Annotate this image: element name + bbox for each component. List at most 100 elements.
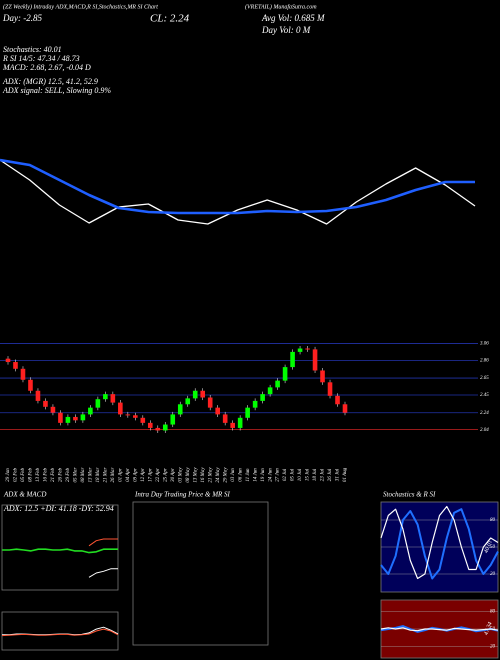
candle-body (297, 348, 303, 352)
candle-body (342, 404, 348, 413)
x-tick-label: 12 Apr (141, 468, 146, 482)
candle-body (35, 390, 41, 401)
indicator-line (380, 505, 499, 580)
x-tick-label: 01 Apr (118, 468, 123, 482)
candle-body (118, 402, 123, 415)
candle-body (73, 416, 78, 421)
x-tick-label: 22 Apr (156, 468, 161, 482)
indicator-line (380, 627, 499, 632)
x-tick-label: 04 Apr (126, 468, 131, 482)
x-tick-label: 14 Jun (253, 468, 258, 482)
x-tick-label: 15 Jul (306, 468, 311, 481)
x-tick-label: 13 Feb (36, 467, 41, 482)
x-tick-label: 05 Jul (291, 468, 296, 481)
candle-body (95, 399, 101, 408)
panel (132, 501, 269, 646)
candle-body (50, 406, 56, 413)
candle-body (170, 414, 176, 425)
x-tick-label: 21 May (208, 467, 213, 483)
y-tick-label: 80 (490, 610, 496, 615)
indicator-text: ADX: (MGR) 12.5, 41.2, 52.9 (2, 77, 98, 86)
x-tick-label: 29 Feb (66, 467, 71, 482)
candle-body (275, 380, 280, 388)
x-tick-label: 11 Jun (246, 468, 251, 482)
x-tick-label: 26 Jul (328, 468, 333, 481)
y-tick-label: 80 (490, 518, 496, 523)
x-tick-label: 25 Apr (163, 468, 168, 482)
candle-body (312, 349, 318, 371)
candle-body (245, 407, 250, 418)
x-tick-label: 08 Mar (81, 468, 86, 483)
x-tick-label: 30 Apr (171, 468, 176, 482)
header-day-vol: Day Vol: 0 M (261, 25, 311, 35)
x-tick-label: 24 May (216, 467, 221, 483)
candle-body (65, 416, 71, 423)
candle-body (20, 368, 26, 380)
indicator-text: R SI 14/5: 47.34 / 48.73 (2, 54, 80, 63)
y-tick-label: 20 (490, 645, 496, 650)
candle-body (185, 398, 191, 405)
y-tick-label: 2.24 (480, 411, 489, 416)
header-title: (ZZ Weekly) Intraday ADX,MACD,R SI,Stoch… (3, 3, 158, 10)
candle-body (327, 382, 333, 396)
candle-body (230, 422, 235, 428)
x-tick-label: 19 Jun (261, 468, 266, 482)
x-tick-label: 21 Feb (51, 467, 56, 482)
x-tick-label: 02 Jul (283, 468, 288, 481)
candle-body (215, 407, 220, 415)
x-tick-label: 26 Feb (59, 467, 64, 482)
indicator-line (88, 568, 118, 578)
candle-body (282, 367, 288, 381)
panel-title: Stochastics & R SI (383, 491, 436, 499)
indicator-text: ADX signal: SELL, Slowing 0.9% (2, 86, 111, 95)
indicator-line (380, 508, 499, 580)
candle-body (125, 414, 131, 416)
indicator-line (1, 628, 119, 637)
candle-body (28, 379, 33, 391)
header-avg-vol: Avg Vol: 0.685 M (261, 13, 325, 23)
y-tick-label: 2.45 (480, 393, 489, 398)
candle-body (155, 427, 161, 431)
candle-body (103, 394, 108, 400)
x-tick-label: 17 Apr (148, 468, 153, 482)
x-tick-label: 23 Jul (321, 468, 326, 481)
x-tick-label: 05 Mar (74, 468, 79, 483)
candle-body (305, 348, 310, 350)
x-tick-label: 03 May (178, 467, 183, 483)
candle-body (260, 394, 265, 401)
candle-body (43, 400, 48, 407)
x-tick-label: 09 Apr (133, 468, 138, 482)
x-tick-label: 18 Mar (96, 468, 101, 483)
candle-body (110, 394, 116, 403)
x-tick-label: 01 Aug (343, 467, 348, 482)
x-tick-label: 10 Jul (298, 468, 303, 481)
y-tick-label: 3.06 (480, 342, 489, 347)
candle-body (140, 417, 146, 423)
header-day: Day: -2.85 (2, 13, 42, 23)
x-tick-label: 16 May (201, 467, 206, 483)
x-tick-label: 29 May (223, 467, 228, 483)
candle-body (335, 395, 340, 405)
x-tick-label: 29 Jan (6, 468, 11, 482)
candle-body (5, 358, 11, 363)
x-tick-label: 06 Jun (238, 468, 243, 482)
value-annotation: 40.01 (483, 539, 494, 554)
candle-body (88, 407, 93, 415)
x-tick-label: 02 Feb (14, 467, 19, 482)
x-tick-label: 31 Jul (336, 468, 341, 481)
candle-body (177, 404, 183, 415)
candle-body (267, 387, 273, 395)
y-tick-label: 50 (490, 545, 496, 550)
panel-title: Intra Day Trading Price & MR SI (134, 491, 231, 499)
y-tick-label: 2.86 (480, 358, 489, 363)
y-tick-label: 2.04 (480, 428, 489, 433)
x-tick-label: 26 Mar (111, 468, 116, 483)
indicator-line (2, 548, 118, 554)
x-tick-label: 21 Mar (103, 468, 108, 483)
indicator-line (0, 158, 475, 215)
x-tick-label: 13 May (193, 467, 198, 483)
x-tick-label: 03 Jun (231, 468, 236, 482)
x-tick-label: 18 Jul (313, 468, 318, 481)
candle-body (192, 390, 198, 399)
